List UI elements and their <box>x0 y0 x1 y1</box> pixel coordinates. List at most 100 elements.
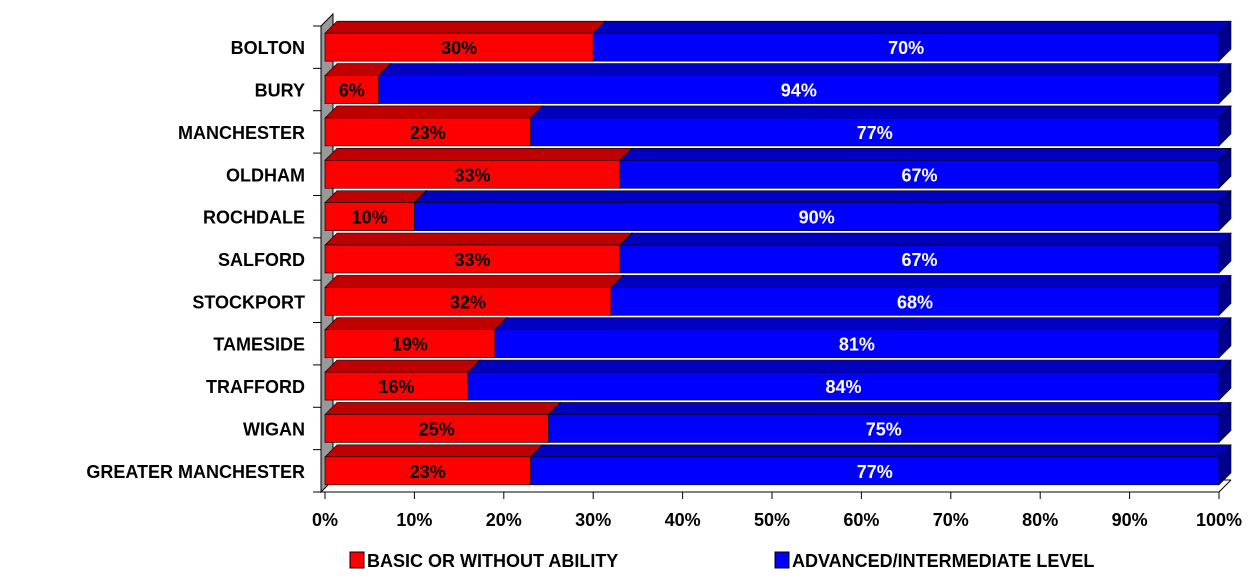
bar-front-face <box>324 159 621 189</box>
data-label: 23% <box>410 462 446 482</box>
category-label: TAMESIDE <box>213 335 305 355</box>
bar-segment <box>592 20 1232 62</box>
bar-top-face <box>324 232 633 246</box>
x-tick-label: 50% <box>754 510 790 530</box>
category-label: BOLTON <box>231 38 305 58</box>
bar-front-face <box>592 32 1220 62</box>
bar-top-face <box>494 317 1232 331</box>
bar-front-face <box>467 371 1220 401</box>
x-tick-label: 20% <box>486 510 522 530</box>
x-tick-label: 30% <box>575 510 611 530</box>
bar-front-face <box>324 32 594 62</box>
bar-front-face <box>324 329 496 359</box>
data-label: 81% <box>839 335 875 355</box>
data-label: 6% <box>339 81 365 101</box>
bar-top-face <box>377 63 1232 76</box>
bar-front-face <box>530 456 1220 486</box>
data-label: 84% <box>826 377 862 397</box>
bar-front-face <box>324 414 549 443</box>
legend-swatch <box>774 551 790 569</box>
legend-label: ADVANCED/INTERMEDIATE LEVEL <box>792 551 1094 571</box>
bar-segment <box>413 189 1232 232</box>
x-tick-label: 60% <box>843 510 879 530</box>
category-label: MANCHESTER <box>178 123 305 143</box>
category-label: WIGAN <box>243 419 305 439</box>
category-label: ROCHDALE <box>203 208 305 228</box>
bar-segment <box>529 105 1232 147</box>
data-label: 23% <box>410 123 446 143</box>
floor-right-edge <box>1218 479 1232 493</box>
bar-segment <box>547 401 1232 444</box>
bar-top-face <box>324 190 428 203</box>
x-tick-label: 90% <box>1112 510 1148 530</box>
bar-segment <box>324 147 633 189</box>
data-label: 75% <box>866 419 902 439</box>
data-label: 25% <box>419 419 455 439</box>
category-label: SALFORD <box>218 250 305 270</box>
x-tick-label: 40% <box>665 510 701 530</box>
bar-segment <box>610 274 1232 317</box>
category-label: BURY <box>255 81 305 101</box>
data-label: 16% <box>379 377 415 397</box>
data-label: 32% <box>450 292 486 312</box>
bar-segment <box>529 444 1232 486</box>
data-label: 10% <box>352 208 388 228</box>
bar-top-face <box>324 105 544 119</box>
data-label: 68% <box>897 292 933 312</box>
bar-top-face <box>619 232 1232 246</box>
bar-segment <box>619 232 1232 274</box>
bars <box>324 20 1232 486</box>
category-label: GREATER MANCHESTER <box>86 462 305 482</box>
data-label: 94% <box>781 81 817 101</box>
legend-item: BASIC OR WITHOUT ABILITY <box>349 551 618 571</box>
bar-top-face <box>324 359 481 373</box>
bar-front-face <box>324 75 379 104</box>
x-tick-label: 80% <box>1022 510 1058 530</box>
bar-front-face <box>324 117 531 147</box>
bar-top-face <box>529 105 1232 119</box>
bar-front-face <box>494 329 1220 359</box>
bar-top-face <box>324 147 633 161</box>
bar-top-face <box>610 275 1232 288</box>
data-label: 19% <box>392 335 428 355</box>
bar-top-face <box>413 190 1232 203</box>
data-label: 90% <box>799 208 835 228</box>
bar-segment <box>377 62 1232 105</box>
x-tick-label: 100% <box>1196 510 1242 530</box>
bar-segment <box>467 359 1232 401</box>
bar-top-face <box>324 275 624 288</box>
bar-top-face <box>324 317 508 331</box>
bar-front-face <box>378 75 1220 104</box>
data-label: 77% <box>857 123 893 143</box>
data-label: 67% <box>901 165 937 185</box>
data-label: 30% <box>441 38 477 58</box>
bar-front-face <box>414 202 1220 231</box>
bar-segment <box>619 147 1232 189</box>
bar-front-face <box>324 371 469 401</box>
legend: BASIC OR WITHOUT ABILITY ADVANCED/INTERME… <box>349 551 1094 571</box>
data-label: 70% <box>888 38 924 58</box>
category-label: OLDHAM <box>226 165 305 185</box>
bar-front-face <box>619 244 1220 274</box>
bar-top-face <box>467 359 1232 373</box>
labels: BOLTON 30% 70% BURY 6% 94% MANCHESTER 23% 77% OLD… <box>86 38 937 482</box>
bar-front-face <box>530 117 1220 147</box>
data-label: 77% <box>857 462 893 482</box>
data-label: 67% <box>901 250 937 270</box>
bar-top-face <box>529 444 1232 458</box>
data-label: 33% <box>454 165 490 185</box>
x-tick-label: 0% <box>312 510 338 530</box>
bar-front-face <box>610 287 1220 316</box>
bar-segment <box>324 359 481 401</box>
bar-front-face <box>548 414 1220 443</box>
x-tick-label: 70% <box>933 510 969 530</box>
legend-label: BASIC OR WITHOUT ABILITY <box>367 551 618 571</box>
bar-front-face <box>324 287 612 316</box>
data-label: 33% <box>454 250 490 270</box>
bar-segment <box>324 20 606 62</box>
bar-front-face <box>324 244 621 274</box>
bar-top-face <box>324 444 544 458</box>
bar-top-face <box>592 20 1232 34</box>
